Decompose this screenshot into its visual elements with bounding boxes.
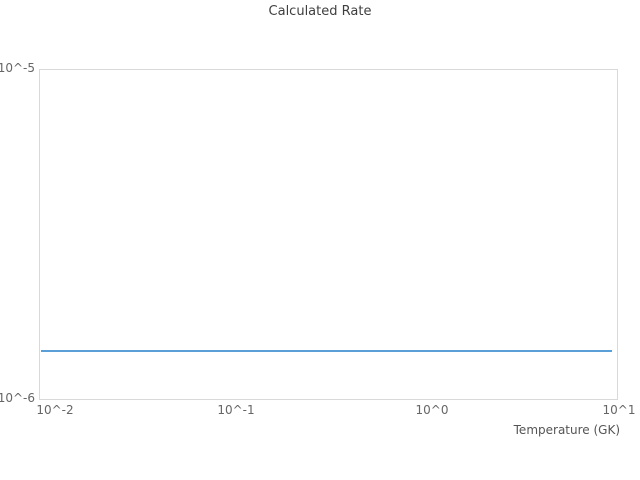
x-tick-label-1e1: 10^1 — [602, 403, 636, 417]
rate-line-series — [41, 350, 612, 352]
y-tick-label-1e-6: 10^-6 — [0, 391, 35, 405]
x-tick-label-1e0: 10^0 — [415, 403, 449, 417]
x-axis-title: Temperature (GK) — [513, 423, 620, 437]
y-tick-label-1e-5: 10^-5 — [0, 61, 35, 75]
chart-title: Calculated Rate — [268, 4, 372, 19]
plot-area — [39, 69, 618, 400]
x-tick-label-1e-2: 10^-2 — [36, 403, 74, 417]
x-tick-label-1e-1: 10^-1 — [217, 403, 255, 417]
